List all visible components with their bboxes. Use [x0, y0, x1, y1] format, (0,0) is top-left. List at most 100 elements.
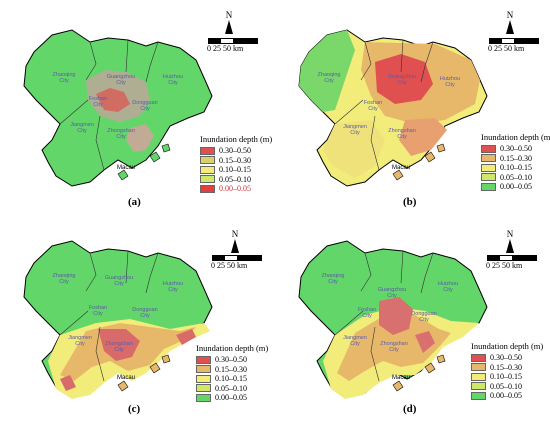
legend-label: 0.00–0.05: [490, 391, 522, 401]
legend-row: 0.15–0.30: [200, 156, 272, 166]
legend-label: 0.15–0.30: [490, 362, 522, 372]
legend-label: 0.15–0.30: [219, 155, 251, 165]
north-arrow: N: [503, 10, 517, 34]
legend-swatch: [481, 163, 496, 172]
city-label-jiangmen: Jiangmen City: [343, 124, 367, 136]
legend-row: 0.10–0.15: [481, 163, 550, 173]
city-label-zhongshan: Zhongshan City: [380, 341, 408, 353]
map-a: [23, 29, 213, 187]
city-label-guangzhou: Guangzhou City: [104, 275, 134, 287]
panel-d: Zhaoqing City Guangzhou City Huizhou Cit…: [275, 211, 550, 421]
panel-c: Zhaoqing City Guangzhou City Huizhou Cit…: [0, 211, 275, 421]
legend-label: 0.05–0.10: [500, 172, 532, 182]
southwest-yellow: [323, 120, 385, 178]
islands: [117, 143, 171, 181]
city-label-jiangmen: Jiangmen City: [68, 335, 92, 347]
north-label: N: [506, 229, 514, 239]
legend-swatch: [200, 184, 215, 193]
panel-b: Zhaoqing City Guangzhou City Huizhou Cit…: [275, 0, 550, 210]
legend-swatch: [481, 173, 496, 182]
flood-red-patches: [96, 88, 130, 112]
legend-label: 0.30–0.50: [490, 353, 522, 363]
city-label-zhaoqing: Zhaoqing City: [317, 72, 341, 84]
legend-swatch: [481, 182, 496, 191]
north-arrow: N: [222, 10, 236, 34]
red-core: [379, 297, 435, 353]
city-label-foshan: Foshan City: [363, 100, 383, 112]
city-label-zhongshan: Zhongshan City: [105, 341, 133, 353]
district-lines: [59, 39, 159, 171]
legend-label: 0.05–0.10: [490, 381, 522, 391]
legend-label: 0.10–0.15: [215, 374, 247, 384]
district-lines: [334, 39, 434, 171]
city-label-macau: Macau: [117, 165, 136, 171]
legend-label: 0.15–0.30: [500, 153, 532, 163]
north-arrow-icon: [231, 239, 239, 253]
legend-swatch: [200, 175, 215, 184]
legend-row: 0.15–0.30: [196, 365, 268, 375]
legend-c: Inundation depth (m) 0.30–0.50 0.15–0.30…: [196, 343, 268, 403]
city-label-huizhou: Huizhou City: [437, 281, 459, 293]
legend-swatch: [196, 393, 211, 402]
legend-row: 0.00–0.05: [200, 184, 272, 194]
orange-band: [337, 315, 451, 381]
scale-label: 0 25 50 km: [211, 261, 248, 270]
legend-row: 0.15–0.30: [471, 363, 543, 373]
islands: [392, 354, 446, 392]
legend-row: 0.30–0.50: [200, 146, 272, 156]
legend-b: Inundation depth (m) 0.30–0.50 0.15–0.30…: [481, 132, 550, 192]
legend-swatch: [471, 382, 486, 391]
city-label-zhongshan: Zhongshan City: [107, 128, 135, 140]
legend-row: 0.10–0.15: [200, 165, 272, 175]
legend-label: 0.30–0.50: [215, 355, 247, 365]
city-label-foshan: Foshan City: [357, 307, 377, 319]
north-label: N: [231, 229, 239, 239]
city-label-dongguan: Dongguan City: [132, 100, 158, 112]
city-label-dongguan: Dongguan City: [411, 311, 437, 323]
coast-patch: [126, 124, 154, 152]
legend-label: 0.10–0.15: [500, 163, 532, 173]
islands: [392, 143, 446, 181]
legend-label: 0.00–0.05: [500, 182, 532, 192]
legend-label: 0.05–0.10: [215, 383, 247, 393]
district-lines: [59, 250, 159, 382]
legend-row: 0.30–0.50: [481, 144, 550, 154]
coastal-red: [60, 329, 196, 391]
city-label-huizhou: Huizhou City: [439, 76, 461, 88]
panel-label-a: (a): [128, 196, 141, 208]
legend-title: Inundation depth (m): [481, 132, 550, 142]
map-c: [23, 240, 213, 399]
legend-label: 0.10–0.15: [219, 165, 251, 175]
legend-row: 0.30–0.50: [471, 353, 543, 363]
legend-d: Inundation depth (m) 0.30–0.50 0.15–0.30…: [471, 341, 543, 401]
legend-row: 0.00–0.05: [196, 393, 268, 403]
legend-label: 0.05–0.10: [219, 174, 251, 184]
scale-label: 0 25 50 km: [207, 44, 244, 53]
city-label-huizhou: Huizhou City: [162, 281, 184, 293]
legend-title: Inundation depth (m): [200, 134, 273, 144]
legend-swatch: [196, 355, 211, 364]
scale-bar: [487, 255, 537, 261]
city-label-dongguan: Dongguan City: [132, 307, 158, 319]
city-label-macau: Macau: [392, 375, 411, 381]
panel-a: Zhaoqing City Guangzhou City Huizhou Cit…: [0, 0, 275, 210]
legend-a: Inundation depth (m) 0.30–0.50 0.15–0.30…: [200, 134, 272, 194]
legend-row: 0.00–0.05: [471, 391, 543, 401]
city-label-huizhou: Huizhou City: [162, 74, 184, 86]
city-label-zhongshan: Zhongshan City: [388, 128, 416, 140]
city-label-macau: Macau: [117, 375, 136, 381]
panel-label-d: (d): [403, 403, 417, 415]
scale-bar: [212, 255, 262, 261]
panel-label-c: (c): [128, 403, 141, 415]
legend-swatch: [481, 144, 496, 153]
north-arrow: N: [503, 229, 517, 253]
city-label-foshan: Foshan City: [88, 305, 108, 317]
legend-row: 0.05–0.10: [196, 384, 268, 394]
district-lines: [334, 250, 434, 382]
legend-row: 0.05–0.10: [200, 175, 272, 185]
legend-swatch: [471, 372, 486, 381]
map-d: [298, 240, 488, 399]
legend-swatch: [200, 146, 215, 155]
north-arrow-icon: [506, 20, 514, 34]
city-label-zhaoqing: Zhaoqing City: [321, 273, 345, 285]
